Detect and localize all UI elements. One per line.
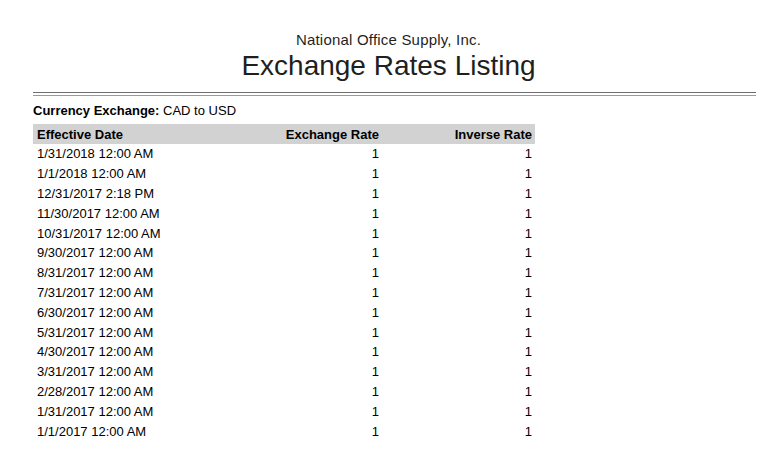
- table-row: 12/31/2017 2:18 PM11: [33, 184, 535, 204]
- table-row: 6/30/2017 12:00 AM11: [33, 302, 535, 322]
- table-row: 8/31/2017 12:00 AM11: [33, 263, 535, 283]
- exchange-rate-cell: 1: [235, 203, 382, 223]
- effective-date-cell: 5/31/2017 12:00 AM: [33, 322, 235, 342]
- table-row: 5/31/2017 12:00 AM11: [33, 322, 535, 342]
- table-row: 1/31/2018 12:00 AM11: [33, 144, 535, 164]
- effective-date-cell: 6/30/2017 12:00 AM: [33, 302, 235, 322]
- exchange-rate-cell: 1: [235, 342, 382, 362]
- table-row: 9/30/2017 12:00 AM11: [33, 243, 535, 263]
- inverse-rate-cell: 1: [382, 401, 535, 421]
- inverse-rate-cell: 1: [382, 382, 535, 402]
- table-row: 4/30/2017 12:00 AM11: [33, 342, 535, 362]
- report-title: Exchange Rates Listing: [0, 50, 777, 82]
- inverse-rate-cell: 1: [382, 164, 535, 184]
- effective-date-cell: 1/31/2018 12:00 AM: [33, 144, 235, 164]
- inverse-rate-cell: 1: [382, 342, 535, 362]
- table-row: 2/28/2017 12:00 AM11: [33, 382, 535, 402]
- exchange-rate-cell: 1: [235, 263, 382, 283]
- inverse-rate-cell: 1: [382, 203, 535, 223]
- exchange-rate-cell: 1: [235, 223, 382, 243]
- report-page: { "report": { "company": "National Offic…: [0, 0, 777, 453]
- inverse-rate-cell: 1: [382, 223, 535, 243]
- currency-exchange-filter: Currency Exchange: CAD to USD: [33, 103, 236, 118]
- effective-date-cell: 4/30/2017 12:00 AM: [33, 342, 235, 362]
- effective-date-cell: 11/30/2017 12:00 AM: [33, 203, 235, 223]
- table-body: 1/31/2018 12:00 AM111/1/2018 12:00 AM111…: [33, 144, 535, 441]
- effective-date-cell: 3/31/2017 12:00 AM: [33, 362, 235, 382]
- column-header-effective-date: Effective Date: [33, 124, 235, 144]
- inverse-rate-cell: 1: [382, 302, 535, 322]
- column-header-inverse-rate: Inverse Rate: [382, 124, 535, 144]
- exchange-rate-cell: 1: [235, 243, 382, 263]
- table-row: 7/31/2017 12:00 AM11: [33, 283, 535, 303]
- exchange-rate-cell: 1: [235, 322, 382, 342]
- effective-date-cell: 1/31/2017 12:00 AM: [33, 401, 235, 421]
- effective-date-cell: 12/31/2017 2:18 PM: [33, 184, 235, 204]
- inverse-rate-cell: 1: [382, 144, 535, 164]
- company-name: National Office Supply, Inc.: [0, 31, 777, 48]
- exchange-rate-cell: 1: [235, 283, 382, 303]
- exchange-rate-cell: 1: [235, 144, 382, 164]
- effective-date-cell: 10/31/2017 12:00 AM: [33, 223, 235, 243]
- table-row: 10/31/2017 12:00 AM11: [33, 223, 535, 243]
- table-row: 1/1/2018 12:00 AM11: [33, 164, 535, 184]
- column-header-exchange-rate: Exchange Rate: [235, 124, 382, 144]
- inverse-rate-cell: 1: [382, 421, 535, 441]
- inverse-rate-cell: 1: [382, 283, 535, 303]
- exchange-rates-table: Effective Date Exchange Rate Inverse Rat…: [33, 124, 535, 441]
- table-row: 3/31/2017 12:00 AM11: [33, 362, 535, 382]
- effective-date-cell: 8/31/2017 12:00 AM: [33, 263, 235, 283]
- inverse-rate-cell: 1: [382, 322, 535, 342]
- effective-date-cell: 1/1/2017 12:00 AM: [33, 421, 235, 441]
- effective-date-cell: 9/30/2017 12:00 AM: [33, 243, 235, 263]
- exchange-rate-cell: 1: [235, 164, 382, 184]
- table-row: 11/30/2017 12:00 AM11: [33, 203, 535, 223]
- effective-date-cell: 1/1/2018 12:00 AM: [33, 164, 235, 184]
- header-rule: [33, 92, 756, 96]
- exchange-rate-cell: 1: [235, 302, 382, 322]
- currency-exchange-label: Currency Exchange:: [33, 103, 159, 118]
- table-row: 1/1/2017 12:00 AM11: [33, 421, 535, 441]
- effective-date-cell: 7/31/2017 12:00 AM: [33, 283, 235, 303]
- table-row: 1/31/2017 12:00 AM11: [33, 401, 535, 421]
- exchange-rate-cell: 1: [235, 421, 382, 441]
- exchange-rate-cell: 1: [235, 184, 382, 204]
- effective-date-cell: 2/28/2017 12:00 AM: [33, 382, 235, 402]
- inverse-rate-cell: 1: [382, 263, 535, 283]
- inverse-rate-cell: 1: [382, 243, 535, 263]
- exchange-rate-cell: 1: [235, 401, 382, 421]
- exchange-rate-cell: 1: [235, 362, 382, 382]
- inverse-rate-cell: 1: [382, 362, 535, 382]
- exchange-rate-cell: 1: [235, 382, 382, 402]
- inverse-rate-cell: 1: [382, 184, 535, 204]
- table-header-row: Effective Date Exchange Rate Inverse Rat…: [33, 124, 535, 144]
- currency-exchange-value: CAD to USD: [163, 103, 236, 118]
